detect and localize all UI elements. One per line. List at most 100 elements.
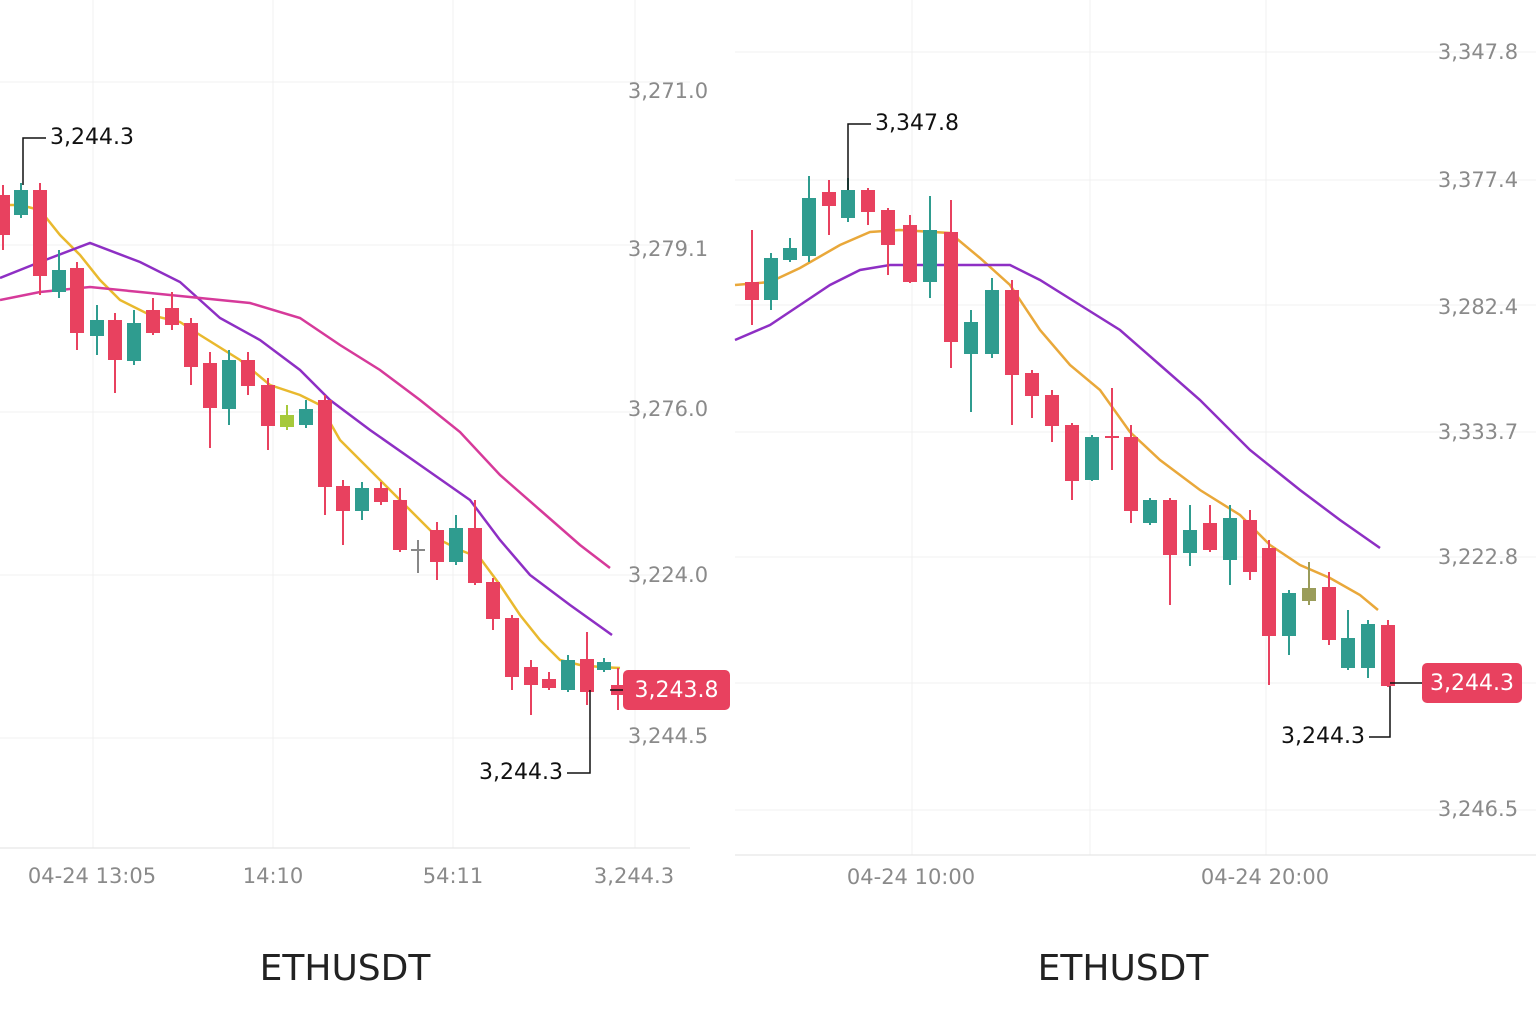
candle-body xyxy=(783,248,797,260)
y-axis-label: 3,377.4 xyxy=(1438,168,1518,192)
candle-body xyxy=(822,192,836,206)
candle-body xyxy=(524,667,538,685)
candle-body xyxy=(222,360,236,409)
price-tag xyxy=(1422,663,1522,703)
candle-body xyxy=(561,660,575,690)
candle-body xyxy=(861,190,875,212)
candle-body xyxy=(1223,518,1237,560)
y-axis-label: 3,244.5 xyxy=(628,724,708,748)
moving-average xyxy=(0,241,613,637)
candle-body xyxy=(355,488,369,511)
candle-body xyxy=(203,363,217,408)
candle-body xyxy=(505,618,519,677)
chart-panel: 3,347.8 3,377.4 3,282.4 3,333.7 3,222.8 3,246… xyxy=(734,0,1536,989)
candle-body xyxy=(881,210,895,245)
candle-body xyxy=(944,232,958,342)
candle-body xyxy=(1085,437,1099,480)
chart-title: ETHUSDT xyxy=(260,948,432,989)
candle-body xyxy=(108,320,122,360)
x-axis-label: 14:10 xyxy=(243,864,304,888)
y-axis-label: 3,246.5 xyxy=(1438,797,1518,821)
price-tag xyxy=(623,670,730,710)
annotation-leader xyxy=(567,690,591,774)
candle-body xyxy=(985,290,999,354)
candle-body xyxy=(1025,373,1039,396)
chart-panel: 3,271.0 3,279.1 3,276.0 3,224.0 3,244.5 04-24… xyxy=(0,0,730,989)
candle-body xyxy=(1262,548,1276,636)
candle-body xyxy=(299,409,313,425)
annotation: 3,244.3 xyxy=(479,760,563,785)
candle-body xyxy=(52,270,66,292)
moving-average xyxy=(734,228,1379,611)
candle-body xyxy=(745,282,759,300)
chart-title: ETHUSDT xyxy=(1038,948,1210,989)
candle-body xyxy=(802,198,816,256)
annotation-leader xyxy=(847,123,871,190)
x-axis-label: 3,244.3 xyxy=(594,864,674,888)
candle-body xyxy=(923,230,937,282)
moving-average xyxy=(734,263,1381,550)
x-axis-label: 54:11 xyxy=(423,864,484,888)
y-axis-label: 3,333.7 xyxy=(1438,420,1518,444)
y-axis-label: 3,279.1 xyxy=(628,237,708,261)
candle-body xyxy=(1302,588,1316,601)
candle-body xyxy=(903,225,917,282)
candle-body xyxy=(597,662,611,670)
candle-body xyxy=(1045,395,1059,426)
annotation: 3,347.8 xyxy=(875,111,959,136)
annotation: 3,244.3 xyxy=(1281,724,1365,749)
candle-body xyxy=(184,323,198,367)
candle-body xyxy=(1143,500,1157,523)
candle-body xyxy=(1361,624,1375,668)
candle-body xyxy=(241,360,255,386)
y-axis-label: 3,276.0 xyxy=(628,397,708,421)
candle-body xyxy=(374,488,388,502)
candle-body xyxy=(764,258,778,300)
candle-body xyxy=(280,415,294,427)
price-tag-label: 3,244.3 xyxy=(1430,671,1514,696)
candle-body xyxy=(70,268,84,333)
x-axis-label: 04-24 10:00 xyxy=(847,865,975,889)
candle-body xyxy=(964,322,978,354)
candle-body xyxy=(90,320,104,336)
candle-body xyxy=(1105,436,1119,438)
candle-body xyxy=(580,659,594,692)
candle-body xyxy=(1282,593,1296,636)
candle-body xyxy=(261,385,275,426)
candle-body xyxy=(1065,425,1079,481)
candle-body xyxy=(336,486,350,511)
candle-body xyxy=(1203,523,1217,550)
candle-body xyxy=(146,310,160,333)
candle-body xyxy=(411,549,425,551)
candle-body xyxy=(486,582,500,619)
price-tag-label: 3,243.8 xyxy=(635,678,719,703)
candle-body xyxy=(318,400,332,487)
candle-body xyxy=(542,679,556,688)
candle-body xyxy=(0,195,10,235)
candle-body xyxy=(1243,520,1257,572)
x-axis-label: 04-24 20:00 xyxy=(1201,865,1329,889)
candle-body xyxy=(127,323,141,361)
candle-body xyxy=(33,190,47,276)
y-axis-label: 3,347.8 xyxy=(1438,40,1518,64)
candle-body xyxy=(1322,587,1336,640)
candle-body xyxy=(393,500,407,550)
candle-body xyxy=(449,528,463,562)
candle-body xyxy=(468,528,482,583)
x-axis-label: 04-24 13:05 xyxy=(28,864,156,888)
candle-body xyxy=(1124,437,1138,511)
candle-body xyxy=(841,190,855,218)
y-axis-label: 3,224.0 xyxy=(628,563,708,587)
y-axis-label: 3,222.8 xyxy=(1438,545,1518,569)
candle-body xyxy=(14,190,28,215)
candle-body xyxy=(165,308,179,325)
candle-body xyxy=(1183,530,1197,553)
y-axis-label: 3,271.0 xyxy=(628,79,708,103)
moving-average xyxy=(0,285,611,569)
annotation-leader xyxy=(1369,686,1391,738)
y-axis-label: 3,282.4 xyxy=(1438,295,1518,319)
candle-body xyxy=(430,530,444,562)
candle-body xyxy=(1381,625,1395,686)
annotation-leader xyxy=(22,137,46,185)
